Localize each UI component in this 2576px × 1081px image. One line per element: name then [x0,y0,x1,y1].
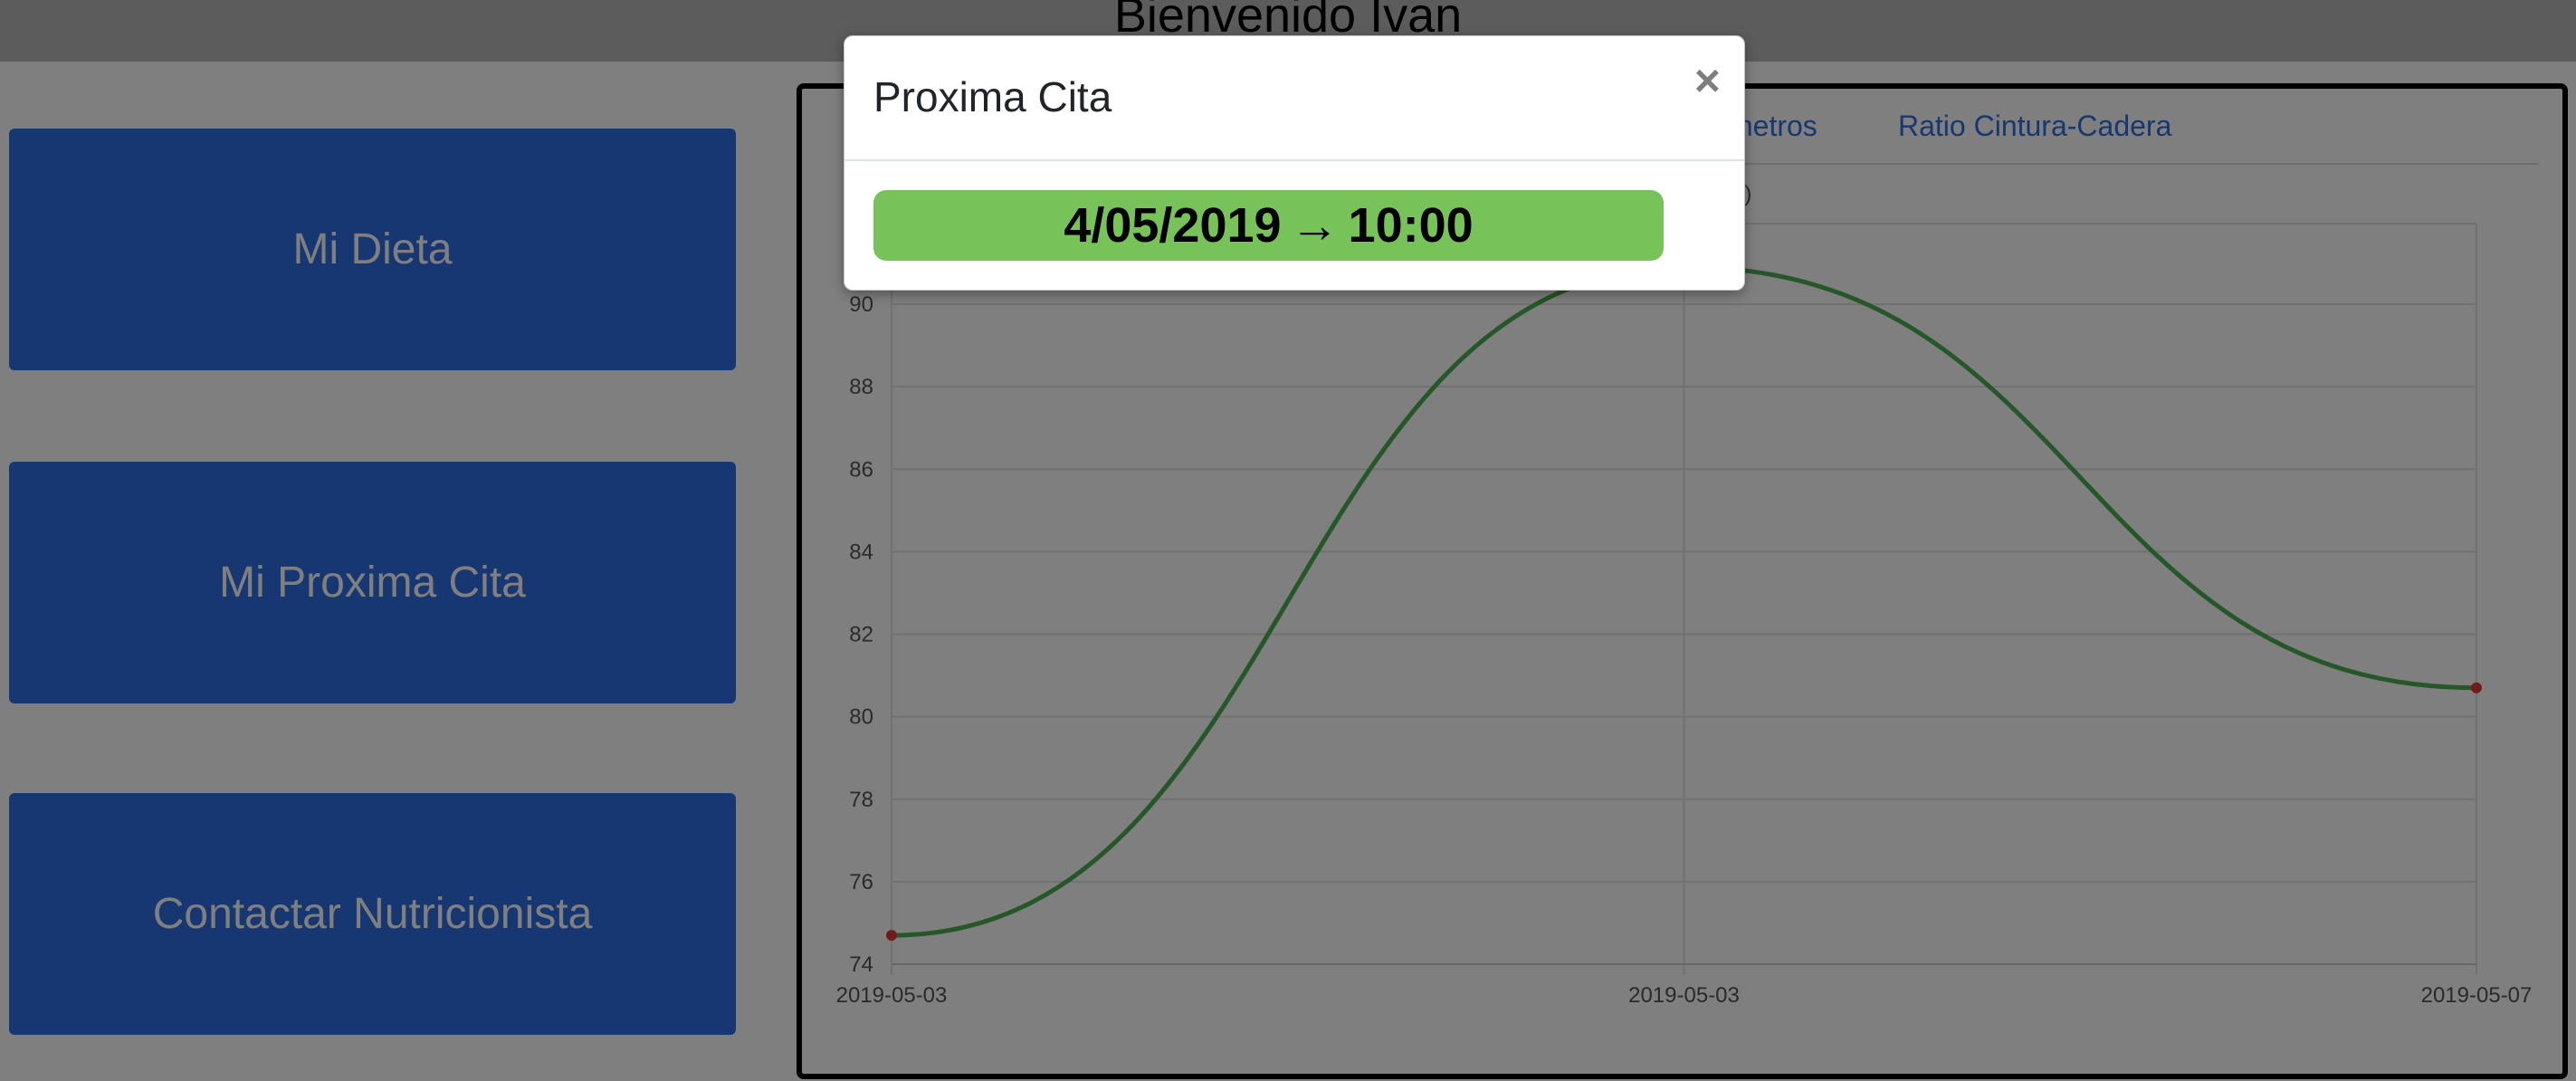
modal-divider [844,159,1744,161]
modal-title: Proxima Cita [873,73,1112,120]
arrow-right-icon: → [1290,198,1340,253]
appointment-date: 4/05/2019 [1064,198,1282,253]
next-appointment-modal: Proxima Cita × 4/05/2019 → 10:00 [844,35,1745,291]
appointment-time: 10:00 [1348,198,1474,253]
close-icon[interactable]: × [1693,55,1721,106]
appointment-badge: 4/05/2019 → 10:00 [873,190,1664,261]
